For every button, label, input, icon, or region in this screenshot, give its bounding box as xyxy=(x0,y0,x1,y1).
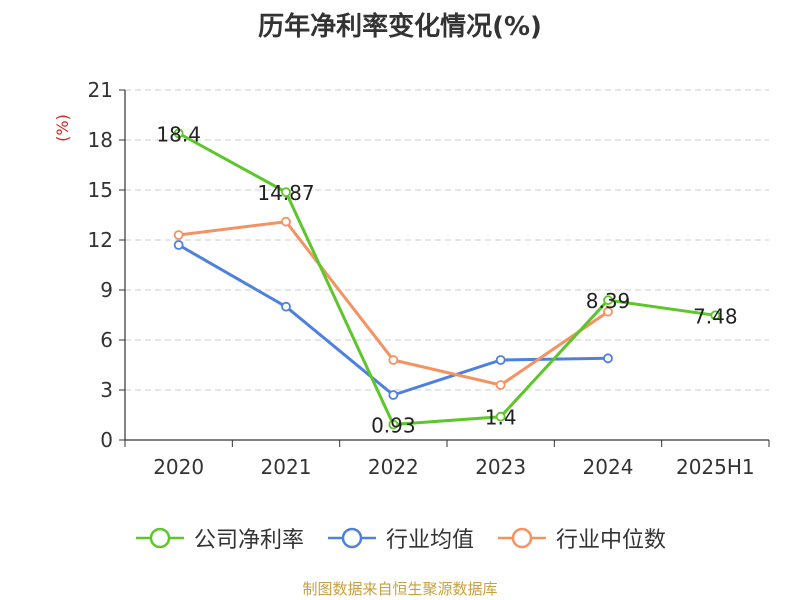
data-point xyxy=(173,128,184,139)
series-line-0 xyxy=(177,131,716,426)
data-point xyxy=(495,380,506,390)
data-label: 0.93 xyxy=(371,414,416,438)
x-tick-label: 2024 xyxy=(583,455,634,479)
data-point xyxy=(173,230,184,240)
legend-marker-icon xyxy=(135,527,184,549)
y-tick-label: 15 xyxy=(88,178,113,202)
data-label: 18.4 xyxy=(156,122,201,146)
data-label: 1.4 xyxy=(485,406,517,430)
y-tick-label: 21 xyxy=(88,78,113,102)
data-point xyxy=(603,353,613,364)
data-point xyxy=(495,411,506,422)
x-tick-label: 2020 xyxy=(153,455,204,479)
legend-label: 行业均值 xyxy=(385,528,474,553)
legend-item[interactable]: 公司净利率 xyxy=(134,522,304,554)
data-point xyxy=(281,187,291,198)
legend-item[interactable]: 行业均值 xyxy=(326,522,474,554)
legend-marker-icon xyxy=(327,527,376,549)
data-label: 14.87 xyxy=(257,181,314,205)
legend: 公司净利率 行业均值 行业中位数 xyxy=(0,518,800,558)
data-point xyxy=(281,301,291,312)
legend-label: 公司净利率 xyxy=(193,528,304,553)
data-point xyxy=(710,310,721,321)
legend-item[interactable]: 行业中位数 xyxy=(496,522,666,554)
y-tick-label: 3 xyxy=(100,378,113,402)
data-label: 8.39 xyxy=(586,289,631,313)
legend-label: 行业中位数 xyxy=(556,528,667,553)
data-point xyxy=(281,216,291,227)
data-point xyxy=(388,419,399,430)
y-tick-label: 12 xyxy=(88,228,113,252)
data-point xyxy=(603,295,613,306)
y-tick-label: 9 xyxy=(100,278,113,302)
data-point xyxy=(603,306,613,317)
data-point xyxy=(495,355,506,365)
data-point xyxy=(173,240,184,250)
series-line-1 xyxy=(177,243,609,397)
data-label: 7.48 xyxy=(693,304,738,328)
x-tick-label: 2023 xyxy=(475,455,526,479)
source-note: 制图数据来自恒生聚源数据库 xyxy=(302,580,498,598)
y-axis-label: (%) xyxy=(53,114,72,142)
x-tick-label: 2021 xyxy=(261,455,312,479)
x-tick-label: 2025H1 xyxy=(676,455,755,479)
chart-title: 历年净利率变化情况(%) xyxy=(258,12,542,42)
legend-marker-icon xyxy=(498,527,546,549)
data-point xyxy=(388,355,399,365)
data-point xyxy=(388,390,399,400)
y-tick-label: 0 xyxy=(100,428,113,452)
y-tick-label: 18 xyxy=(88,128,113,152)
x-tick-label: 2022 xyxy=(368,455,419,479)
y-tick-label: 6 xyxy=(100,328,113,352)
